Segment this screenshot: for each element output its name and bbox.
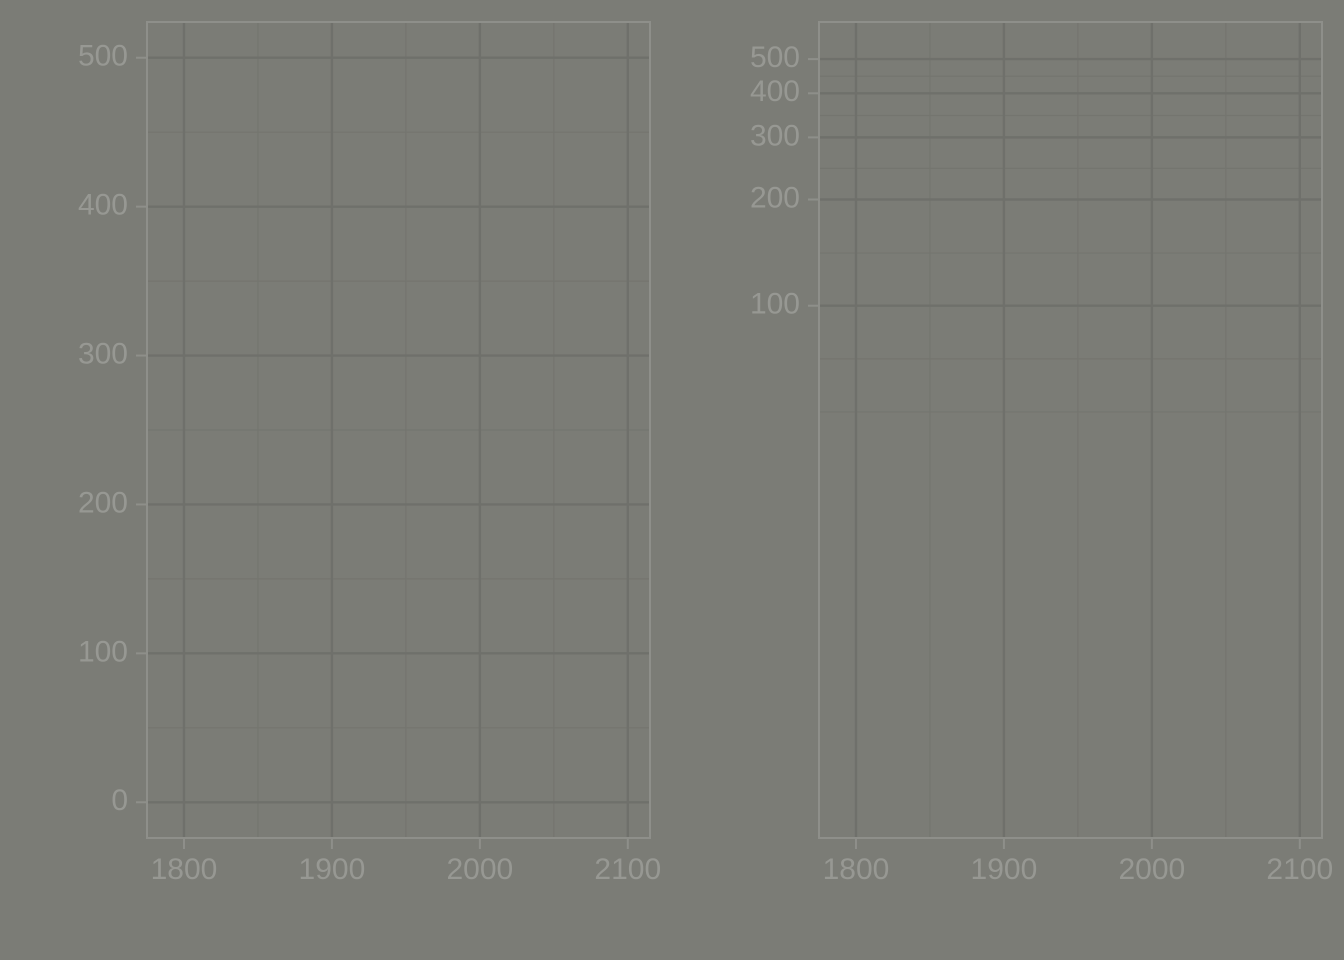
y-tick-label: 400 — [78, 189, 128, 222]
y-tick-label: 200 — [78, 486, 128, 519]
x-tick-label: 2000 — [446, 853, 513, 886]
x-tick-label: 2000 — [1118, 853, 1185, 886]
x-tick-label: 2100 — [1266, 853, 1333, 886]
x-tick-label: 1800 — [823, 853, 890, 886]
y-tick-label: 100 — [78, 635, 128, 668]
x-tick-label: 1800 — [151, 853, 218, 886]
x-tick-label: 1900 — [299, 853, 366, 886]
y-tick-label: 300 — [78, 337, 128, 370]
panel-border — [146, 21, 651, 839]
y-tick-label: 0 — [111, 784, 128, 817]
y-tick-label: 500 — [78, 40, 128, 73]
y-tick-label: 500 — [750, 41, 800, 74]
x-tick-label: 1900 — [971, 853, 1038, 886]
y-tick-label: 200 — [750, 181, 800, 214]
x-tick-label: 2100 — [594, 853, 661, 886]
y-tick-label: 100 — [750, 288, 800, 321]
y-tick-label: 400 — [750, 75, 800, 108]
y-tick-label: 300 — [750, 119, 800, 152]
panel-border — [818, 21, 1323, 839]
